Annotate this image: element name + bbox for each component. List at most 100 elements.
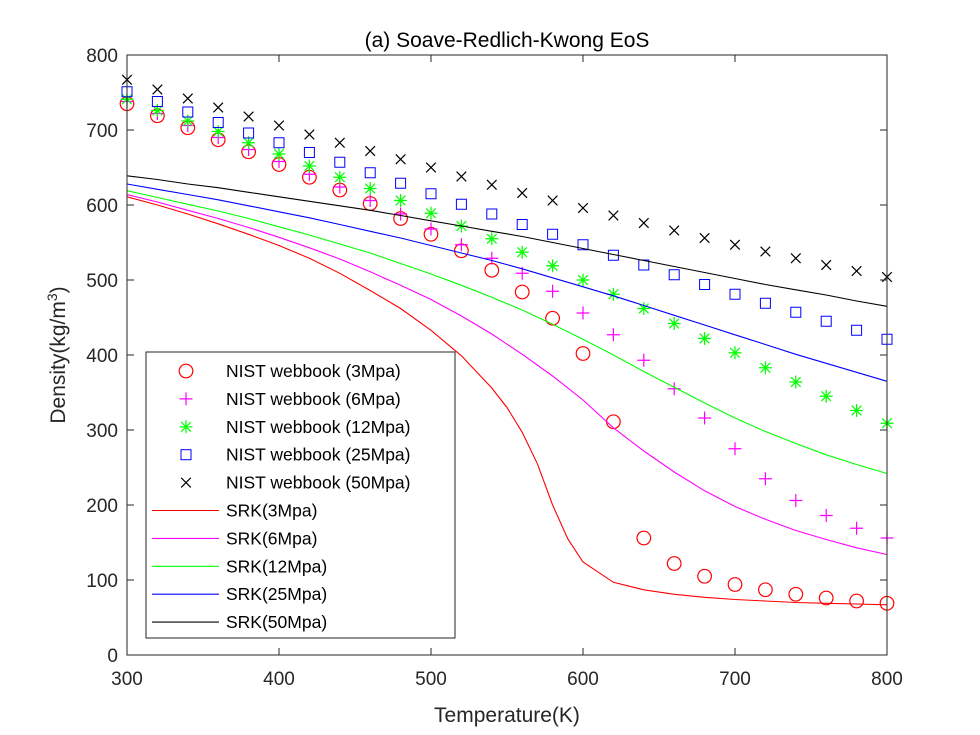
data-point-nist-webbook-50mpa [425, 162, 437, 173]
y-tick-label: 600 [86, 196, 118, 217]
data-point-nist-webbook-12mpa [211, 125, 225, 138]
x-tick-label: 300 [111, 669, 143, 690]
data-point-nist-webbook-12mpa [302, 159, 316, 173]
data-point-nist-webbook-50mpa [668, 225, 680, 236]
data-point-nist-webbook-12mpa [515, 245, 529, 259]
legend-marker [179, 392, 193, 406]
data-point-nist-webbook-50mpa [516, 187, 528, 199]
data-point-nist-webbook-6mpa [698, 411, 712, 425]
y-axis-label-superscript: 3 [44, 293, 60, 301]
data-point-nist-webbook-25mpa [547, 228, 559, 240]
series-srk-6mpa [126, 193, 888, 556]
x-tick-label: 700 [719, 669, 751, 690]
data-point-nist-webbook-12mpa [150, 104, 164, 117]
data-point-nist-webbook-12mpa [789, 375, 803, 389]
legend-marker [180, 449, 192, 461]
data-point-nist-webbook-6mpa [606, 328, 620, 342]
y-axis-label-main: Density(kg/m [47, 301, 70, 424]
data-point-nist-webbook-3mpa [788, 586, 804, 602]
data-point-nist-webbook-50mpa [608, 210, 619, 221]
data-point-nist-webbook-50mpa [851, 265, 862, 277]
data-point-nist-webbook-25mpa [759, 297, 771, 309]
data-point-nist-webbook-50mpa [182, 93, 194, 104]
axes: 300 400 500 600 700 800 0 100 200 300 400 500 600 700… [86, 46, 903, 690]
data-point-nist-webbook-3mpa [818, 590, 834, 606]
data-point-nist-webbook-50mpa [334, 137, 346, 148]
data-point-nist-webbook-50mpa [820, 259, 832, 271]
y-tick-label: 100 [86, 571, 118, 592]
data-point-nist-webbook-25mpa [729, 288, 741, 300]
legend-label: SRK(6Mpa) [226, 528, 317, 548]
data-point-nist-webbook-12mpa [667, 317, 681, 330]
data-point-nist-webbook-3mpa [727, 577, 743, 592]
data-point-nist-webbook-3mpa [666, 556, 682, 571]
data-point-nist-webbook-12mpa [424, 206, 438, 220]
y-axis-label-close: ) [47, 286, 70, 293]
data-point-nist-webbook-12mpa [819, 389, 833, 403]
data-point-nist-webbook-12mpa [333, 170, 347, 184]
data-point-nist-webbook-50mpa [304, 129, 315, 140]
legend-marker [180, 477, 192, 488]
data-point-nist-webbook-50mpa [456, 171, 467, 182]
legend-label: SRK(3Mpa) [226, 501, 317, 521]
series-srk-12mpa [126, 190, 888, 475]
y-tick-label: 200 [86, 496, 118, 517]
data-point-nist-webbook-25mpa [151, 96, 163, 107]
legend-item-nist-webbook-12mpa: NIST webbook (12Mpa) [179, 417, 411, 437]
data-point-nist-webbook-3mpa [758, 582, 773, 598]
series-srk-3mpa [126, 196, 888, 606]
data-point-nist-webbook-6mpa [667, 382, 681, 396]
series-line-srk-12mpa [126, 190, 888, 475]
y-tick-label: 500 [86, 271, 118, 292]
data-point-nist-webbook-6mpa [576, 306, 590, 320]
series-line-srk-6mpa [126, 193, 888, 556]
data-point-nist-webbook-12mpa [698, 332, 712, 345]
data-point-nist-webbook-50mpa [212, 102, 224, 113]
series-nist-webbook-50mpa [121, 74, 893, 283]
legend: NIST webbook (3Mpa) NIST webbook (6Mpa) NI… [145, 351, 456, 639]
data-point-nist-webbook-25mpa [516, 219, 528, 230]
data-point-nist-webbook-25mpa [334, 156, 346, 168]
y-tick-label: 300 [86, 421, 118, 442]
data-point-nist-webbook-50mpa [729, 239, 741, 250]
data-point-nist-webbook-3mpa [575, 346, 591, 361]
legend-marker [178, 363, 194, 379]
legend-item-srk-50mpa: SRK(50Mpa) [152, 612, 327, 632]
data-point-nist-webbook-50mpa [486, 179, 498, 190]
data-point-nist-webbook-25mpa [851, 324, 863, 336]
legend-box [145, 351, 456, 639]
data-point-nist-webbook-12mpa [485, 232, 499, 246]
x-tick-label: 500 [415, 669, 447, 690]
data-point-nist-webbook-12mpa [181, 114, 195, 128]
legend-item-nist-webbook-3mpa: NIST webbook (3Mpa) [178, 361, 401, 381]
data-point-nist-webbook-6mpa [546, 284, 560, 298]
data-point-nist-webbook-6mpa [819, 509, 833, 522]
data-point-nist-webbook-50mpa [243, 111, 254, 122]
data-point-nist-webbook-12mpa [850, 404, 864, 417]
data-point-nist-webbook-25mpa [699, 279, 711, 290]
data-point-nist-webbook-3mpa [636, 530, 652, 546]
data-point-nist-webbook-12mpa [242, 136, 256, 150]
data-point-nist-webbook-25mpa [395, 177, 407, 189]
data-point-nist-webbook-50mpa [547, 195, 558, 206]
data-point-nist-webbook-25mpa [820, 315, 832, 327]
series-srk-25mpa [126, 183, 888, 382]
data-point-nist-webbook-6mpa [363, 194, 377, 207]
data-point-nist-webbook-25mpa [273, 137, 285, 149]
x-tick-label: 600 [567, 669, 599, 690]
x-axis-label: Temperature(K) [434, 704, 580, 727]
data-point-nist-webbook-3mpa [514, 284, 530, 300]
data-point-nist-webbook-25mpa [425, 188, 437, 200]
legend-item-srk-6mpa: SRK(6Mpa) [152, 528, 317, 548]
legend-item-srk-12mpa: SRK(12Mpa) [152, 556, 327, 576]
data-point-nist-webbook-50mpa [760, 246, 771, 257]
legend-label: SRK(25Mpa) [226, 584, 327, 604]
data-point-nist-webbook-3mpa [697, 568, 712, 584]
legend-marker [179, 420, 193, 434]
data-point-nist-webbook-6mpa [394, 207, 408, 221]
data-point-nist-webbook-12mpa [758, 361, 772, 375]
chart-title: (a) Soave-Redlich-Kwong EoS [365, 29, 650, 52]
series-line-srk-25mpa [126, 183, 888, 382]
legend-label: SRK(50Mpa) [226, 612, 327, 632]
